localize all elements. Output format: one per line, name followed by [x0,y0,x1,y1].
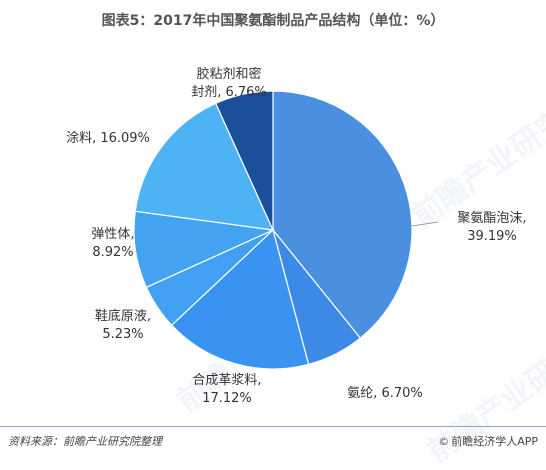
data-label: 合成革浆料, 17.12% [192,373,261,406]
pie-chart: 聚氨酯泡沫, 39.19% 氨纶, 6.70% 合成革浆料, 17.12% 鞋底原液, 5.… [66,66,526,406]
data-label: 聚氨酯泡沫, 39.19% [457,211,526,244]
data-label: 鞋底原液, 5.23% [95,308,151,342]
data-label: 氨纶, 6.70% [347,386,423,401]
data-label: 胶粘剂和密封剂, 6.76% [191,66,267,100]
publisher-credit: © 前瞻经济学人APP [438,433,538,449]
pie-slice [214,90,274,231]
pie-slice [134,102,274,231]
pie-slice [170,228,310,370]
publisher-name: 前瞻经济学人APP [451,435,538,448]
leader-line [411,221,439,227]
copyright-icon: © [438,435,450,448]
data-label: 弹性体, 8.92% [91,227,134,260]
pie-slice [272,90,413,339]
footer: 资料来源：前瞻产业研究院整理 © 前瞻经济学人APP [0,426,546,458]
source-note: 资料来源：前瞻产业研究院整理 [8,435,162,448]
data-label: 涂料, 16.09% [66,130,150,146]
chart-title: 图表5：2017年中国聚氨酯制品产品结构（单位：%） [101,13,445,29]
